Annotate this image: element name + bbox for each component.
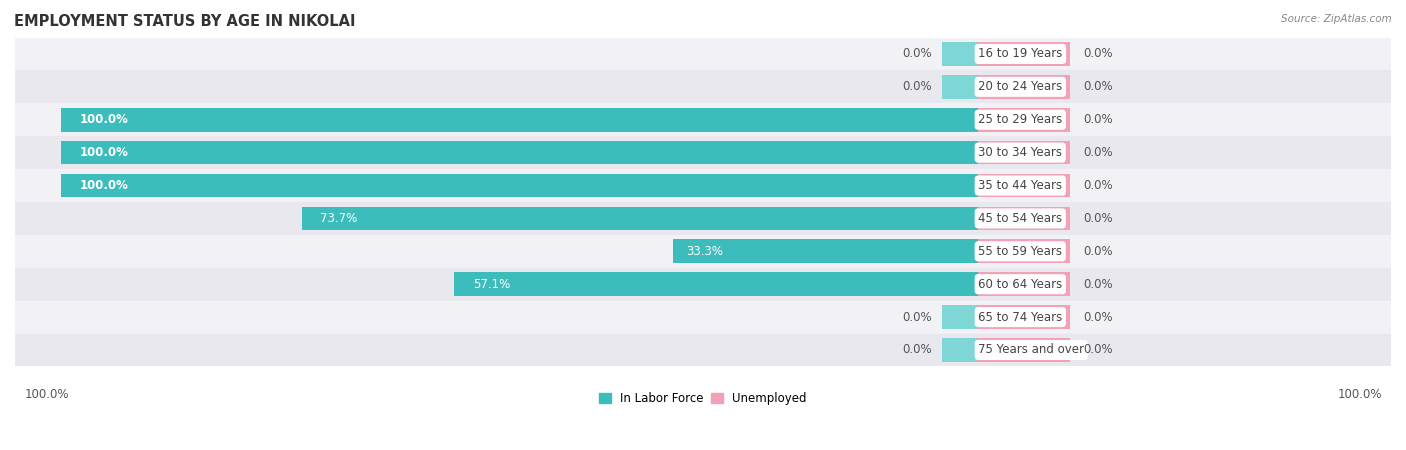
Text: 45 to 54 Years: 45 to 54 Years — [979, 212, 1063, 225]
Text: 0.0%: 0.0% — [1084, 278, 1114, 291]
Legend: In Labor Force, Unemployed: In Labor Force, Unemployed — [595, 387, 811, 410]
Bar — [979, 174, 1070, 198]
Text: 0.0%: 0.0% — [1084, 343, 1114, 356]
Text: 60 to 64 Years: 60 to 64 Years — [979, 278, 1063, 291]
Bar — [15, 333, 1391, 366]
Text: 0.0%: 0.0% — [1084, 113, 1114, 126]
Bar — [60, 174, 979, 198]
Bar — [942, 42, 979, 66]
Text: 0.0%: 0.0% — [1084, 212, 1114, 225]
Text: 100.0%: 100.0% — [79, 146, 128, 159]
Bar — [979, 305, 1070, 329]
Bar — [979, 272, 1070, 296]
Text: 73.7%: 73.7% — [321, 212, 357, 225]
Bar — [15, 169, 1391, 202]
Text: 0.0%: 0.0% — [1084, 81, 1114, 93]
Bar — [942, 75, 979, 99]
Text: 33.3%: 33.3% — [686, 245, 724, 258]
Bar — [979, 338, 1070, 362]
Text: EMPLOYMENT STATUS BY AGE IN NIKOLAI: EMPLOYMENT STATUS BY AGE IN NIKOLAI — [14, 14, 356, 28]
Text: 57.1%: 57.1% — [472, 278, 510, 291]
Bar — [979, 42, 1070, 66]
Text: 0.0%: 0.0% — [903, 343, 932, 356]
Text: 75 Years and over: 75 Years and over — [979, 343, 1084, 356]
Text: 55 to 59 Years: 55 to 59 Years — [979, 245, 1062, 258]
Text: 16 to 19 Years: 16 to 19 Years — [979, 47, 1063, 60]
Bar — [15, 202, 1391, 235]
Bar — [15, 37, 1391, 70]
Bar — [15, 268, 1391, 301]
Text: 0.0%: 0.0% — [903, 310, 932, 324]
Text: 0.0%: 0.0% — [903, 81, 932, 93]
Bar — [979, 141, 1070, 164]
Text: 30 to 34 Years: 30 to 34 Years — [979, 146, 1062, 159]
Text: 35 to 44 Years: 35 to 44 Years — [979, 179, 1063, 192]
Bar — [942, 338, 979, 362]
Bar — [15, 235, 1391, 268]
Bar — [15, 104, 1391, 136]
Bar — [454, 272, 979, 296]
Text: 0.0%: 0.0% — [1084, 47, 1114, 60]
Text: 25 to 29 Years: 25 to 29 Years — [979, 113, 1063, 126]
Text: 65 to 74 Years: 65 to 74 Years — [979, 310, 1063, 324]
Bar — [979, 207, 1070, 230]
Text: 0.0%: 0.0% — [1084, 310, 1114, 324]
Text: 0.0%: 0.0% — [903, 47, 932, 60]
Bar — [979, 239, 1070, 263]
Bar — [979, 75, 1070, 99]
Bar — [60, 141, 979, 164]
Text: 20 to 24 Years: 20 to 24 Years — [979, 81, 1063, 93]
Text: 100.0%: 100.0% — [79, 179, 128, 192]
Text: 100.0%: 100.0% — [24, 388, 69, 401]
Bar — [15, 70, 1391, 104]
Bar — [15, 301, 1391, 333]
Bar — [302, 207, 979, 230]
Text: 100.0%: 100.0% — [79, 113, 128, 126]
Bar — [60, 108, 979, 131]
Text: 0.0%: 0.0% — [1084, 245, 1114, 258]
Text: 0.0%: 0.0% — [1084, 146, 1114, 159]
Bar — [672, 239, 979, 263]
Text: 0.0%: 0.0% — [1084, 179, 1114, 192]
Bar — [942, 305, 979, 329]
Bar — [979, 108, 1070, 131]
Text: 100.0%: 100.0% — [1337, 388, 1382, 401]
Text: Source: ZipAtlas.com: Source: ZipAtlas.com — [1281, 14, 1392, 23]
Bar — [15, 136, 1391, 169]
